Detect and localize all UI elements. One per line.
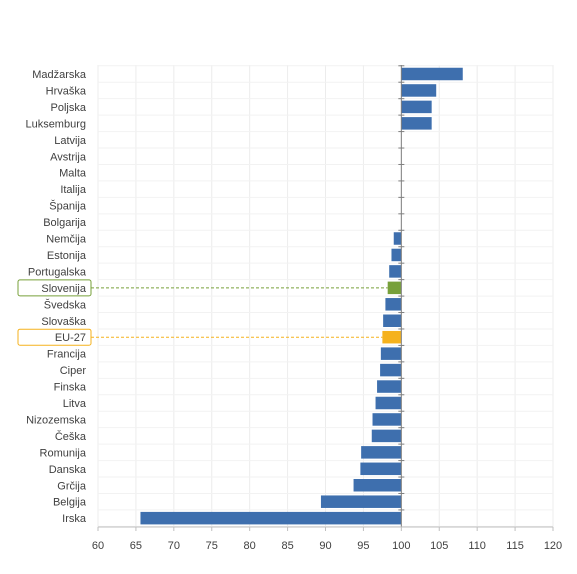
bar: [393, 232, 402, 245]
x-tick-label: 115: [506, 540, 524, 552]
bar: [371, 429, 402, 443]
category-label: Španija: [49, 200, 87, 213]
bar: [140, 511, 402, 525]
category-label: Estonija: [47, 250, 87, 262]
bar: [382, 330, 402, 344]
x-tick-labels: 60 65 70 75 80 85 90 95 100 105 110 115 120: [92, 540, 562, 552]
category-label: Portugalska: [28, 266, 87, 278]
bar: [389, 265, 402, 278]
bar: [401, 100, 432, 114]
x-tick-label: 65: [130, 540, 142, 552]
x-tick-label: 70: [168, 540, 180, 552]
bar: [320, 495, 402, 508]
bar: [385, 298, 402, 311]
category-label: Litva: [63, 398, 87, 410]
category-label: Francija: [47, 349, 87, 361]
x-tick-label: 95: [357, 540, 369, 552]
axes: [97, 65, 554, 531]
category-labels: Madžarska Hrvaška Poljska Luksemburg Latvija…: [17, 69, 388, 525]
bar: [401, 117, 432, 130]
x-tick-label: 110: [468, 540, 486, 552]
bar: [380, 347, 402, 360]
bar: [401, 84, 437, 97]
category-label: EU-27: [55, 332, 86, 344]
category-label: Bolgarija: [43, 217, 87, 229]
category-label: Italija: [60, 184, 87, 196]
category-label: Hrvaška: [46, 85, 87, 97]
bar: [380, 363, 402, 377]
category-label: Nemčija: [46, 234, 87, 246]
bar: [387, 281, 402, 295]
bar: [401, 67, 463, 81]
category-label: Ciper: [60, 365, 87, 377]
x-tick-label: 80: [244, 540, 256, 552]
bar: [375, 396, 402, 410]
category-label: Češka: [55, 430, 87, 443]
category-label: Irska: [62, 513, 87, 525]
category-label: Avstrija: [50, 151, 87, 163]
category-label: Malta: [59, 168, 87, 180]
category-label: Latvija: [54, 135, 87, 147]
x-tick-label: 100: [392, 540, 410, 552]
bar: [391, 248, 402, 262]
category-label: Romunija: [40, 447, 87, 459]
x-tick-label: 105: [430, 540, 448, 552]
category-label: Belgija: [53, 497, 87, 509]
category-label: Švedska: [44, 298, 87, 311]
bar: [377, 380, 402, 393]
grid: [97, 65, 554, 527]
bar: [360, 462, 402, 476]
category-label: Luksemburg: [25, 118, 86, 130]
category-label: Madžarska: [32, 69, 87, 81]
bar: [383, 314, 402, 327]
category-label: Poljska: [51, 102, 87, 114]
x-tick-label: 60: [92, 540, 104, 552]
category-label: Danska: [49, 464, 87, 476]
category-label: Slovenija: [41, 283, 87, 295]
category-label: Finska: [54, 382, 87, 394]
x-tick-label: 85: [281, 540, 293, 552]
bars: [140, 67, 463, 525]
x-tick-label: 120: [544, 540, 562, 552]
category-label: Grčija: [57, 480, 87, 492]
x-tick-label: 90: [319, 540, 331, 552]
bar: [353, 479, 402, 492]
category-label: Slovaška: [41, 316, 87, 328]
category-label: Nizozemska: [26, 414, 87, 426]
bar: [361, 446, 402, 459]
bar: [372, 413, 402, 426]
x-tick-label: 75: [206, 540, 218, 552]
